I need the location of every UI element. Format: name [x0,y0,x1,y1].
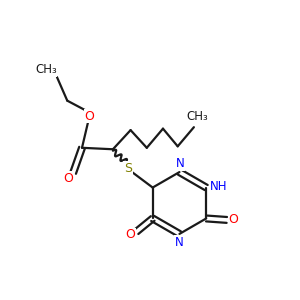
Text: CH₃: CH₃ [35,63,57,76]
Text: O: O [228,213,238,226]
Text: O: O [125,228,135,241]
Text: N: N [175,236,184,249]
Text: S: S [124,162,132,175]
Text: CH₃: CH₃ [186,110,208,123]
Text: O: O [63,172,73,184]
Text: O: O [84,110,94,123]
Text: N: N [176,157,184,170]
Text: NH: NH [210,180,227,193]
